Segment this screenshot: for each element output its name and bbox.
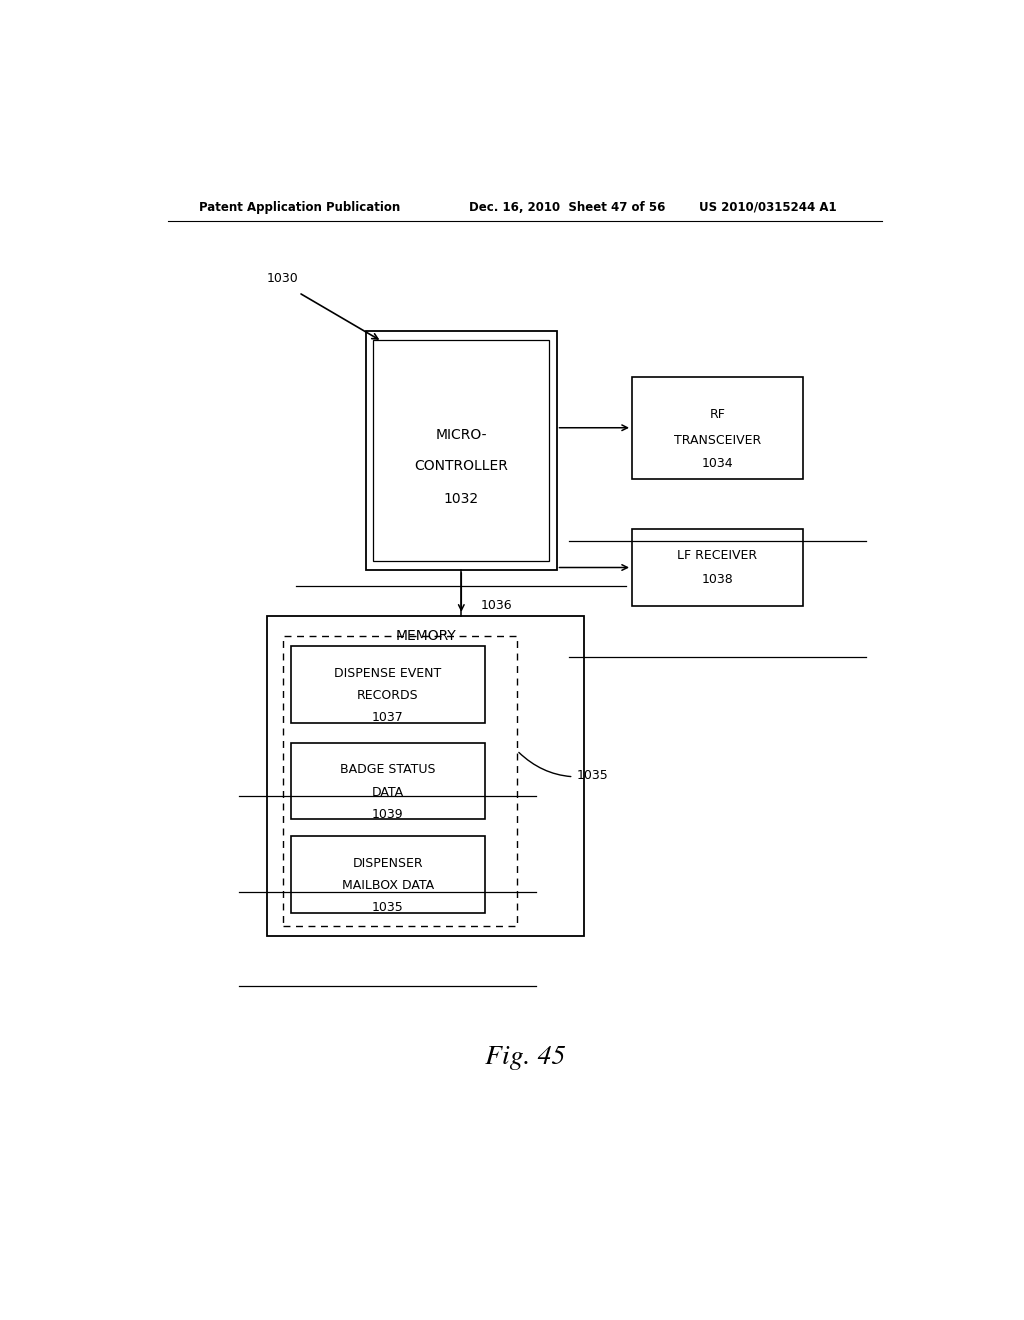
Text: Fig. 45: Fig. 45 [484, 1045, 565, 1071]
Text: 1035: 1035 [519, 752, 608, 783]
Text: Patent Application Publication: Patent Application Publication [200, 201, 400, 214]
Bar [291, 837, 485, 912]
Text: 1032: 1032 [443, 492, 479, 507]
Text: 1037: 1037 [372, 711, 403, 725]
Text: RECORDS: RECORDS [357, 689, 419, 702]
Text: BADGE STATUS: BADGE STATUS [340, 763, 435, 776]
Bar [632, 378, 803, 479]
Text: 1036: 1036 [481, 599, 513, 612]
Text: LF RECEIVER: LF RECEIVER [677, 549, 758, 562]
Text: MAILBOX DATA: MAILBOX DATA [342, 879, 434, 892]
Bar [291, 647, 485, 722]
Bar [367, 331, 557, 570]
Bar [267, 615, 585, 936]
Text: MEMORY: MEMORY [395, 630, 456, 643]
Text: US 2010/0315244 A1: US 2010/0315244 A1 [699, 201, 837, 214]
Text: 1038: 1038 [701, 573, 733, 586]
Bar [373, 341, 550, 561]
Text: DATA: DATA [372, 785, 403, 799]
Bar [632, 529, 803, 606]
Bar [291, 743, 485, 818]
Text: 1034: 1034 [701, 457, 733, 470]
Text: TRANSCEIVER: TRANSCEIVER [674, 434, 761, 447]
Text: MICRO-: MICRO- [435, 429, 487, 442]
Text: 1039: 1039 [372, 808, 403, 821]
Text: CONTROLLER: CONTROLLER [415, 459, 508, 473]
Text: DISPENSER: DISPENSER [352, 857, 423, 870]
Text: RF: RF [710, 408, 725, 421]
Text: 1035: 1035 [372, 902, 403, 915]
Text: 1030: 1030 [267, 272, 299, 285]
Bar [283, 636, 517, 925]
Text: Dec. 16, 2010  Sheet 47 of 56: Dec. 16, 2010 Sheet 47 of 56 [469, 201, 666, 214]
Text: DISPENSE EVENT: DISPENSE EVENT [334, 667, 441, 680]
